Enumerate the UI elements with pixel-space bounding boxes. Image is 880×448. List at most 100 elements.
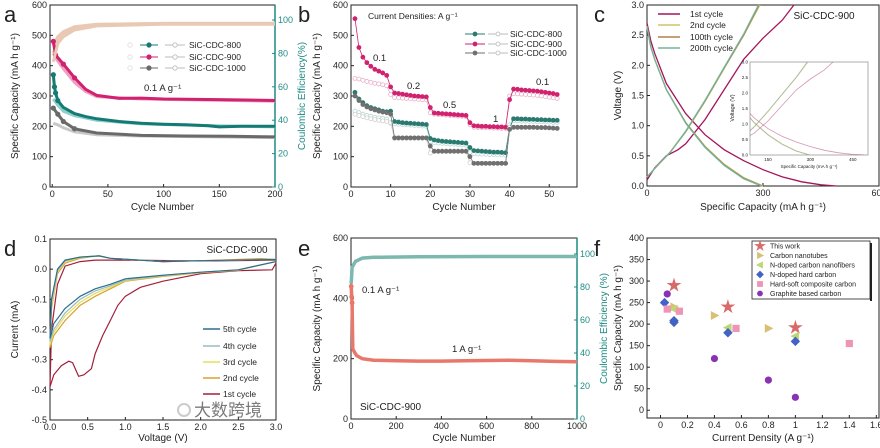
y-tick-label: 100 (629, 362, 644, 372)
y2-tick-label: 0 (278, 182, 283, 192)
sample-label: SiC-CDC-900 (793, 11, 855, 22)
inset-charge-curve (750, 62, 808, 132)
discharge-point (495, 124, 501, 130)
discharge-point (491, 149, 497, 155)
point-carbon-nanotubes (764, 323, 774, 333)
charge-point (352, 111, 358, 117)
discharge-point (503, 124, 509, 130)
discharge-point (530, 88, 536, 94)
discharge-point (542, 89, 548, 95)
y2-tick-label: 80 (278, 48, 288, 58)
discharge-point (451, 148, 457, 154)
discharge-point (467, 120, 473, 126)
discharge-point (467, 145, 473, 150)
y-tick-label: -0.3 (31, 355, 47, 365)
panel-label: a (4, 2, 17, 27)
y-tick-label: 600 (32, 0, 47, 10)
y-axis-title: Voltage (V) (613, 71, 624, 120)
point-n-doped-hard-carbon (790, 336, 801, 347)
x-tick-label: 800 (524, 421, 539, 431)
discharge-point (439, 138, 445, 144)
discharge-point (471, 148, 477, 154)
legend-discharge-marker (472, 41, 478, 47)
charge-point (384, 119, 390, 124)
charge-point (388, 92, 394, 97)
inset-x-tick-label: 450 (849, 157, 857, 162)
inset-plot: 150 300 450 0.0 0.5 1.0 1.5 2.0 2.5 3.0 Specific C… (730, 60, 869, 169)
legend-label: 2nd cycle (690, 20, 726, 30)
legend-label: SiC-CDC-900 (189, 52, 241, 62)
x-tick-label: 30 (465, 189, 475, 199)
discharge-point (538, 117, 544, 123)
discharge-point (439, 148, 445, 154)
x-tick-label: 50 (103, 189, 113, 199)
discharge-point (511, 116, 516, 122)
discharge-point (534, 88, 540, 94)
x-tick-label: 1.5 (157, 422, 170, 432)
y-tick-label: 300 (629, 276, 644, 286)
legend-label: Hard-soft composite carbon (770, 282, 856, 289)
legend-discharge-marker (146, 42, 152, 48)
charge-point (542, 94, 548, 100)
x-tick-label: 300 (755, 188, 770, 198)
y-tick-label: 0.0 (34, 264, 47, 274)
discharge-point (550, 91, 556, 96)
charge-point (392, 95, 398, 100)
discharge-point (360, 102, 366, 107)
inset-y-tick-label: 1.5 (742, 106, 749, 111)
discharge-point (392, 135, 398, 141)
inset-charge-curve (750, 62, 834, 136)
discharge-point (431, 110, 437, 116)
y-axis-title: Specific Capacity (mA h g⁻¹) (10, 33, 21, 159)
panel-label: d (4, 236, 16, 261)
discharge-point (412, 93, 417, 99)
charge-point (396, 95, 401, 101)
discharge-point (534, 125, 540, 130)
legend-label: N-doped carbon nanofibers (770, 263, 855, 270)
discharge-point (443, 139, 449, 144)
data-point (55, 111, 61, 117)
discharge-point (499, 124, 505, 130)
x-tick-label: 50 (544, 189, 554, 199)
legend-charge-marker (495, 50, 501, 56)
legend-box (751, 240, 871, 300)
legend-ce-marker (127, 65, 133, 71)
rate-annotation-1: 1 A g⁻¹ (452, 344, 481, 355)
discharge-point (538, 89, 544, 95)
discharge-point (487, 149, 493, 155)
legend-label: 3rd cycle (223, 357, 257, 367)
y2-axis-title: Coulombic Efficiency (%) (599, 273, 610, 384)
legend-label: 1st cycle (223, 389, 256, 399)
discharge-point (408, 92, 413, 98)
legend-discharge-marker (146, 65, 152, 71)
watermark: 大数跨境 (194, 401, 262, 420)
discharge-point (435, 110, 441, 116)
x-tick-label: 40 (505, 189, 515, 199)
discharge-point (530, 124, 536, 130)
discharge-point (419, 135, 425, 141)
discharge-point (423, 135, 429, 141)
y-axis-title: Current (mA) (10, 301, 21, 359)
panel-label: b (298, 2, 310, 27)
charge-point (527, 92, 532, 98)
discharge-point (495, 149, 501, 155)
legend-label: 100th cycle (690, 32, 733, 42)
x-tick-label: 1000 (567, 421, 587, 431)
y2-tick-label: 40 (580, 348, 590, 358)
x-tick-label: 1.4 (843, 420, 856, 430)
point-this-work (720, 299, 736, 314)
y-tick-label: 0 (639, 405, 644, 415)
inset-y-tick-label: 2.0 (742, 91, 749, 96)
x-tick-label: 2.5 (232, 422, 245, 432)
legend-marker (757, 251, 765, 260)
discharge-point (352, 16, 358, 22)
x-tick-label: 10 (386, 189, 396, 199)
discharge-point (392, 119, 398, 124)
x-tick-label: 150 (212, 189, 227, 199)
legend-label: N-doped hard carbon (770, 272, 836, 279)
cv-curve-5th-cycle (49, 255, 277, 339)
x-tick-label: 1.0 (119, 422, 132, 432)
y-tick-label: 400 (333, 61, 348, 71)
discharge-curve-200th cycle (646, 27, 762, 187)
discharge-point (499, 160, 505, 166)
